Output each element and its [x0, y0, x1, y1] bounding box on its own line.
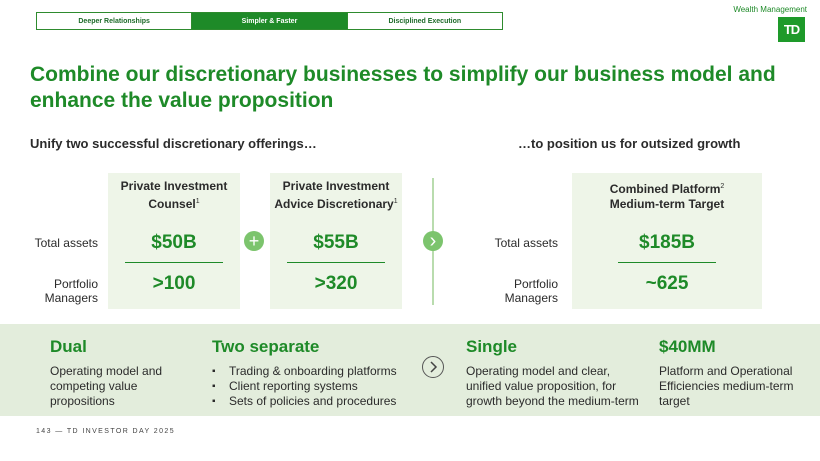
card-title-line1-text: Combined Platform	[609, 182, 721, 196]
dual-heading: Dual	[50, 337, 87, 356]
total-assets-value: $55B	[313, 232, 359, 253]
left-subtitle: Unify two successful discretionary offer…	[30, 136, 317, 151]
portfolio-managers-label-left: Portfolio Managers	[20, 277, 98, 305]
divider	[618, 262, 716, 263]
tab-disciplined-execution: Disciplined Execution	[346, 13, 502, 29]
card-title-line2: Counsel1	[108, 194, 240, 212]
card-private-investment-counsel: Private Investment Counsel1 $50B >100	[108, 173, 240, 309]
division-label: Wealth Management	[733, 5, 807, 14]
footnote-marker: 1	[393, 198, 398, 205]
card-title: Private Investment Advice Discretionary1	[270, 179, 402, 212]
card-title: Private Investment Counsel1	[108, 179, 240, 212]
page-title: Combine our discretionary businesses to …	[30, 63, 776, 112]
two-separate-heading: Two separate	[212, 337, 320, 356]
portfolio-managers-value: ~625	[645, 273, 689, 294]
card-title-line1: Private Investment	[120, 179, 228, 193]
portfolio-managers-value: >320	[314, 273, 358, 294]
single-text: Operating model and clear, unified value…	[466, 364, 639, 408]
card-title-line1: Combined Platform2	[572, 179, 762, 197]
td-logo: TD	[778, 17, 805, 42]
pm-label-line2: Managers	[44, 291, 98, 305]
list-item: Trading & onboarding platforms	[212, 364, 412, 379]
divider	[125, 262, 223, 263]
portfolio-managers-label-right: Portfolio Managers	[480, 277, 558, 305]
total-assets-label-right: Total assets	[494, 236, 558, 250]
pm-label-line1: Portfolio	[53, 277, 98, 291]
divider	[287, 262, 385, 263]
total-assets-label-left: Total assets	[34, 236, 98, 250]
tab-simpler-faster: Simpler & Faster	[191, 13, 347, 29]
card-title-line2-text: Advice Discretionary	[274, 197, 394, 211]
card-private-investment-advice: Private Investment Advice Discretionary1…	[270, 173, 402, 309]
portfolio-managers-value: >100	[152, 273, 196, 294]
total-assets-value: $50B	[151, 232, 197, 253]
footnote-marker: 1	[195, 198, 200, 205]
savings-text: Platform and Operational Efficiencies me…	[659, 364, 794, 408]
card-title-line2-text: Counsel	[148, 197, 196, 211]
right-subtitle: …to position us for outsized growth	[518, 136, 741, 151]
list-item: Sets of policies and procedures	[212, 394, 412, 409]
tab-deeper-relationships: Deeper Relationships	[78, 17, 150, 25]
card-title-line1: Private Investment	[282, 179, 390, 193]
single-heading: Single	[466, 337, 518, 356]
dual-text: Operating model and competing value prop…	[50, 364, 163, 408]
card-combined-platform: Combined Platform2 Medium-term Target $1…	[572, 173, 762, 309]
two-separate-list: Trading & onboarding platforms Client re…	[212, 364, 412, 409]
pm-label-line1: Portfolio	[513, 277, 558, 291]
plus-icon: +	[244, 231, 264, 251]
chevron-right-icon: ›	[423, 231, 443, 251]
card-title-line2: Medium-term Target	[609, 197, 725, 211]
card-title: Combined Platform2 Medium-term Target	[572, 179, 762, 212]
list-item: Client reporting systems	[212, 379, 412, 394]
total-assets-value: $185B	[639, 232, 695, 253]
card-title-line2: Advice Discretionary1	[270, 194, 402, 212]
pm-label-line2: Managers	[504, 291, 558, 305]
section-tabs: Deeper Relationships Simpler & Faster Di…	[36, 12, 503, 30]
footnote-marker: 2	[720, 183, 725, 190]
footer: 143 — TD INVESTOR DAY 2025	[36, 428, 175, 435]
savings-heading: $40MM	[659, 337, 716, 356]
chevron-right-icon	[422, 356, 444, 378]
